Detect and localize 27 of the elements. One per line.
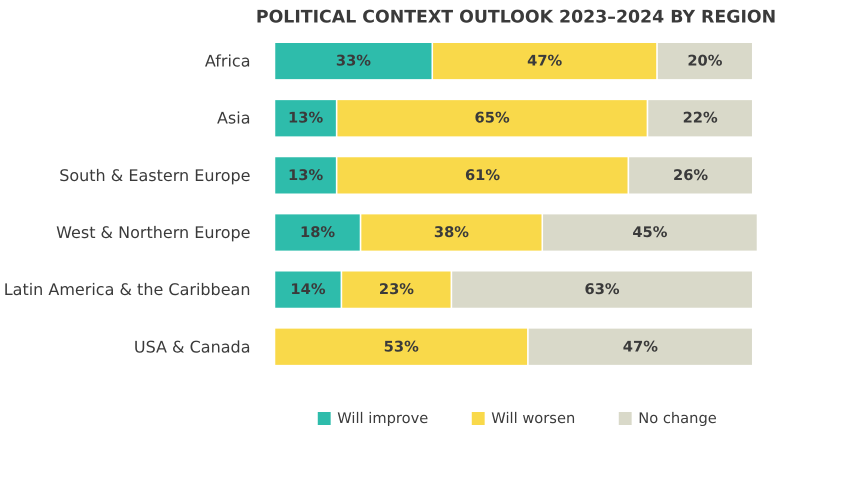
data-label: 13% — [288, 166, 324, 184]
data-label: 47% — [622, 338, 658, 356]
y-tick-label: South & Eastern Europe — [59, 166, 251, 185]
data-label: 45% — [632, 224, 668, 241]
data-label: 14% — [290, 281, 326, 298]
y-tick-label: Latin America & the Caribbean — [4, 280, 251, 300]
data-label: 33% — [336, 52, 372, 70]
y-tick-label: USA & Canada — [134, 337, 250, 356]
legend-label: Will worsen — [491, 410, 576, 426]
chart-title: POLITICAL CONTEXT OUTLOOK 2023–2024 BY REGION — [256, 8, 776, 28]
data-label: 22% — [682, 110, 718, 127]
data-label: 47% — [527, 52, 563, 70]
data-label: 20% — [687, 52, 723, 70]
data-label: 23% — [378, 281, 414, 298]
data-label: 53% — [384, 338, 420, 356]
data-label: 18% — [300, 224, 336, 241]
y-tick-label: Africa — [204, 52, 251, 71]
data-label: 61% — [464, 166, 500, 184]
data-label: 26% — [673, 166, 708, 184]
legend-label: Will improve — [337, 410, 428, 426]
legend-label: No change — [638, 410, 717, 426]
data-label: 63% — [584, 281, 620, 298]
y-tick-label: West & Northern Europe — [56, 223, 251, 242]
data-label: 13% — [288, 110, 324, 127]
y-tick-label: Asia — [216, 108, 250, 128]
data-label: 65% — [474, 110, 510, 127]
data-label: 38% — [434, 224, 470, 241]
